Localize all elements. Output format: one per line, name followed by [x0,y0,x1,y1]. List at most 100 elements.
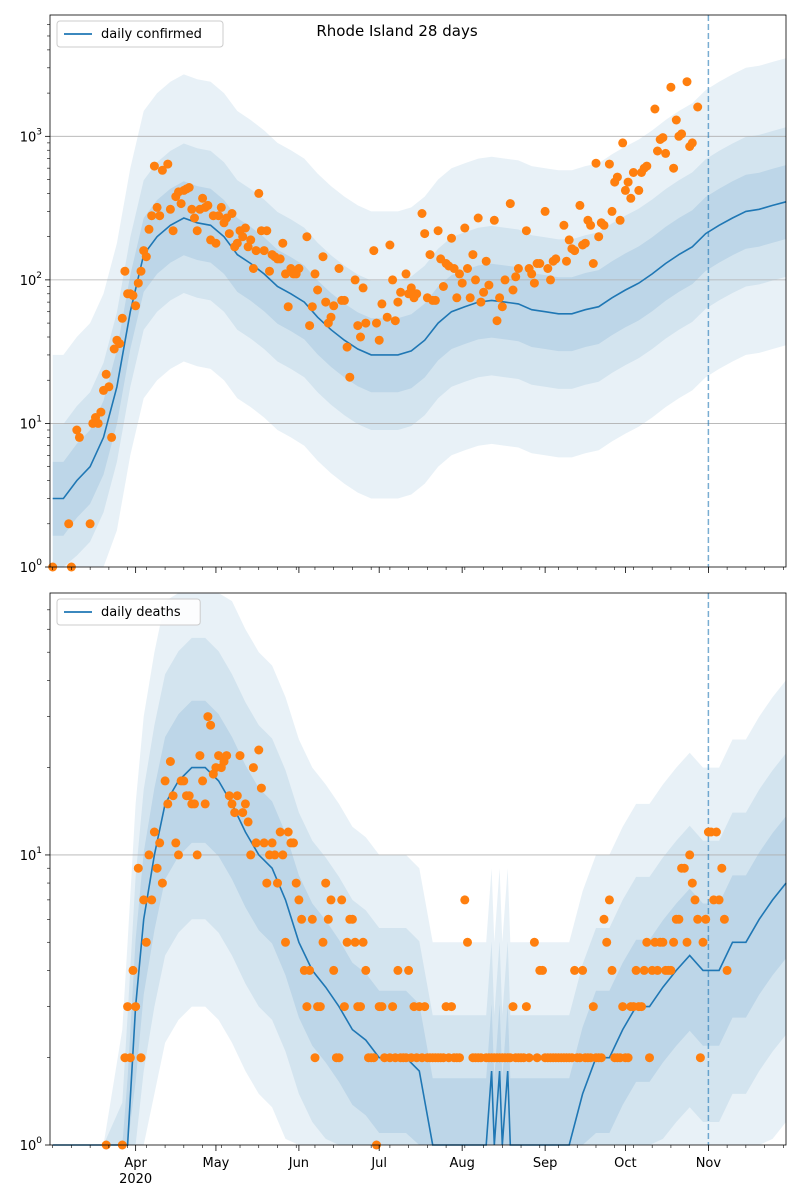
data-point [695,1053,705,1063]
data-point [455,269,464,279]
data-point [318,252,328,262]
confirmed-legend: daily confirmed [56,20,224,48]
data-point [388,1002,398,1012]
data-point [575,200,585,210]
data-point [623,177,633,187]
data-point [136,266,146,276]
data-point [390,316,400,326]
data-point [388,275,398,285]
data-point [596,1053,606,1063]
data-point [521,226,531,236]
data-point [227,209,237,218]
data-point [433,226,443,236]
data-point [152,202,162,212]
y-tick-exponent: 1 [36,414,42,424]
data-point [214,211,224,221]
data-point [540,206,550,216]
data-point [406,283,416,293]
data-point [687,878,697,888]
data-point [273,878,282,888]
data-point [133,863,143,873]
data-point [334,1053,344,1063]
x-tick-label: Nov [696,1156,722,1171]
data-point [307,914,317,924]
data-point [698,937,708,947]
data-point [206,720,216,730]
y-tick-label: 101 [20,846,42,864]
deaths-observed-points [101,712,732,1150]
data-point [350,275,360,285]
data-point [310,269,320,279]
data-point [152,863,162,873]
y-tick-label: 101 [20,414,42,432]
y-tick-exponent: 1 [36,846,42,856]
legend-box [56,20,224,48]
data-point [334,264,344,273]
data-point [72,425,82,435]
data-point [645,1053,654,1063]
data-point [404,965,414,975]
legend-box [56,598,201,626]
data-point [216,202,226,212]
data-point [639,965,649,975]
data-point [155,211,165,221]
data-point [227,799,237,809]
data-point [594,232,604,242]
deaths-legend: daily deaths [56,598,201,626]
data-point [323,914,333,924]
data-point [626,193,636,203]
data-point [476,297,486,307]
data-point [294,264,304,273]
confirmed-model-line [52,201,787,500]
data-point [463,937,472,947]
data-point [184,183,194,192]
data-point [361,318,371,328]
data-point [248,264,258,273]
data-point [570,246,580,256]
data-point [356,1002,365,1012]
y-tick-label: 100 [20,1136,43,1154]
data-point [607,206,617,216]
data-point [347,914,357,924]
data-point [278,238,288,248]
data-point [543,264,553,273]
data-point [259,246,269,256]
data-point [588,259,598,268]
data-point [385,240,395,250]
x-tick-year-label: 2020 [119,1172,152,1187]
data-point [262,878,272,888]
y-tick-exponent: 2 [36,271,42,281]
data-point [551,254,561,264]
data-point [618,138,628,148]
data-point [564,235,574,245]
deaths-uncertainty-bands [52,593,786,1145]
data-point [171,838,181,848]
data-point [685,850,695,860]
data-point [679,863,689,873]
data-point [356,332,365,342]
data-point [211,238,221,248]
data-point [190,799,199,809]
data-point [447,1002,456,1012]
data-point [701,914,711,924]
data-point [278,850,288,860]
data-point [141,937,151,947]
data-point [240,223,250,233]
data-point [412,289,422,299]
data-point [275,827,285,837]
data-point [711,827,721,837]
data-point [420,229,430,239]
data-point [305,321,315,331]
data-point [508,285,518,295]
data-point [297,914,307,924]
data-point [658,133,668,143]
data-point [690,895,700,905]
data-point [634,185,644,195]
data-point [144,850,154,860]
data-point [722,965,732,975]
data-point [615,215,625,225]
y-tick-exponent: 0 [36,558,42,568]
data-point [447,233,456,243]
